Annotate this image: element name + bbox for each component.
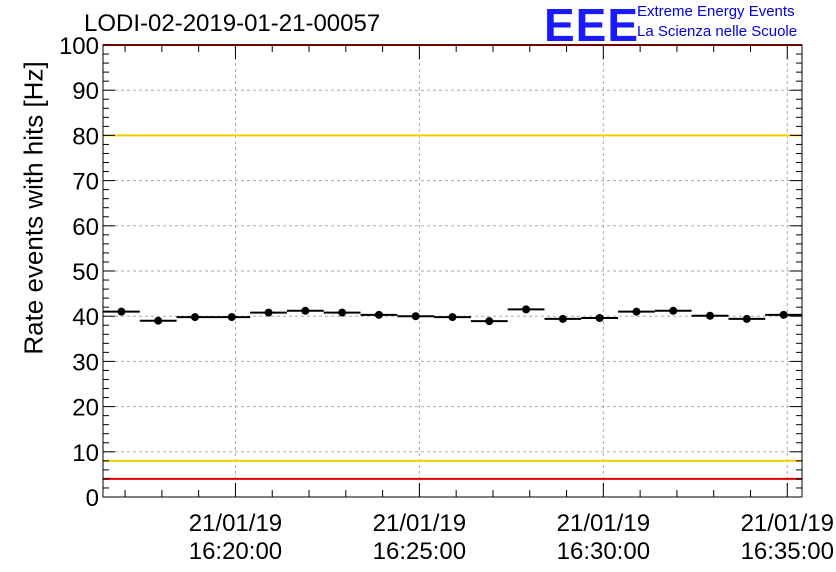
chart-title: LODI-02-2019-01-21-00057 <box>84 10 381 37</box>
logo-caption: Extreme Energy Events La Scienza nelle S… <box>637 2 797 42</box>
y-tick-label: 0 <box>86 485 99 512</box>
data-point <box>742 314 751 323</box>
y-tick-label: 40 <box>72 304 99 331</box>
eee-logo: EEE <box>544 0 640 51</box>
data-point <box>411 312 420 321</box>
data-point <box>264 308 273 317</box>
y-tick-label: 90 <box>72 78 99 105</box>
data-point <box>448 313 457 322</box>
data-point <box>154 316 163 325</box>
x-tick-label: 21/01/19 <box>373 510 466 537</box>
data-point <box>227 313 236 322</box>
data-point <box>595 314 604 323</box>
y-tick-label: 60 <box>72 214 99 241</box>
x-tick-label: 16:25:00 <box>373 538 466 565</box>
data-point <box>706 311 715 320</box>
data-point <box>374 310 383 319</box>
logo-line-2: La Scienza nelle Scuole <box>637 23 798 40</box>
data-point <box>338 308 347 317</box>
data-point <box>485 317 494 326</box>
y-tick-label: 80 <box>72 123 99 150</box>
data-point <box>669 306 678 315</box>
data-point <box>190 313 199 322</box>
data-point <box>117 307 126 316</box>
x-tick-label: 21/01/19 <box>189 510 282 537</box>
data-point <box>301 306 310 315</box>
x-tick-label: 16:20:00 <box>189 538 282 565</box>
data-point <box>632 307 641 316</box>
y-tick-label: 100 <box>59 33 99 60</box>
y-tick-label: 10 <box>72 440 99 467</box>
x-tick-label: 16:35:00 <box>741 538 834 565</box>
y-tick-label: 50 <box>72 259 99 286</box>
data-point <box>558 314 567 323</box>
y-tick-label: 30 <box>72 349 99 376</box>
data-point <box>522 305 531 314</box>
x-tick-label: 21/01/19 <box>557 510 650 537</box>
data-point <box>779 310 788 319</box>
x-tick-label: 16:30:00 <box>557 538 650 565</box>
y-tick-label: 70 <box>72 169 99 196</box>
y-tick-label: 20 <box>72 395 99 422</box>
logo-line-1: Extreme Energy Events <box>637 3 795 20</box>
x-tick-label: 21/01/19 <box>741 510 834 537</box>
